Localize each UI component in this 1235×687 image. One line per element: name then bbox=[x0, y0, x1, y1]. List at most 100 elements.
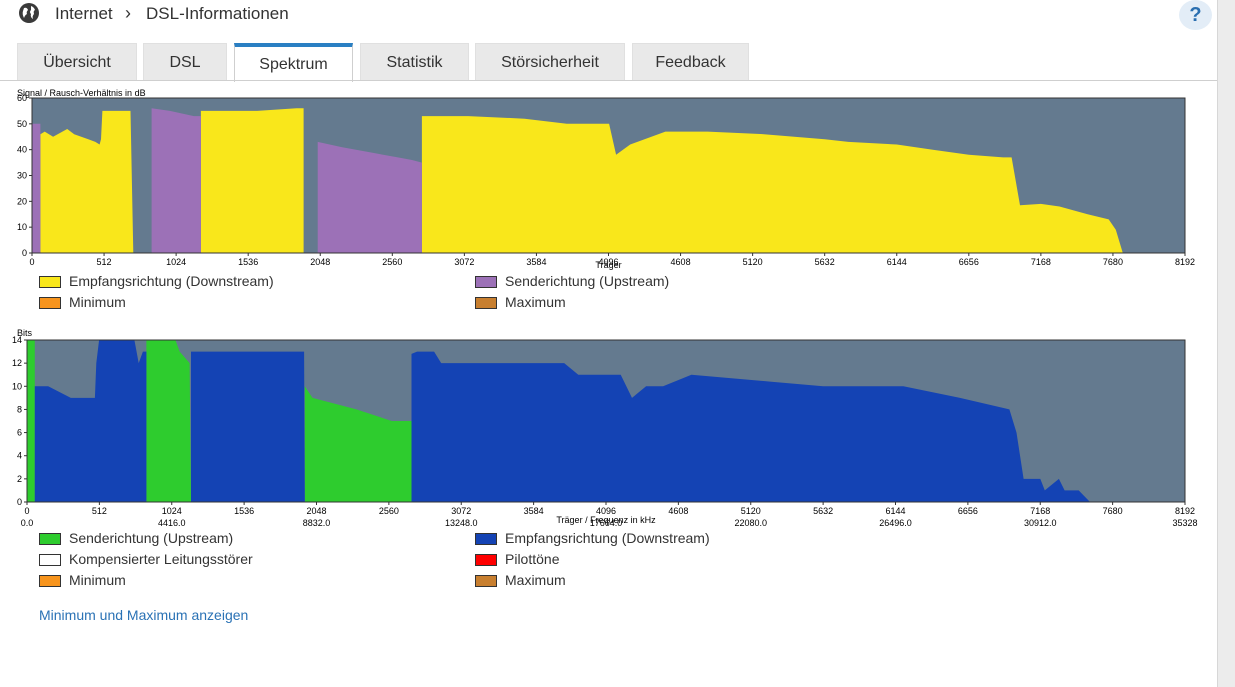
chart-title: Signal / Rausch-Verhältnis in dB bbox=[17, 88, 146, 98]
x-tick-label: 0 bbox=[24, 506, 29, 516]
freq-tick-label: 35328 bbox=[1172, 518, 1197, 528]
x-tick-label: 512 bbox=[97, 257, 112, 267]
y-tick-label: 40 bbox=[17, 145, 27, 155]
tab-spektrum[interactable]: Spektrum bbox=[234, 43, 353, 82]
series-area bbox=[151, 108, 201, 253]
x-axis-label: Träger / Frequenz in kHz bbox=[556, 515, 656, 525]
show-minmax-link[interactable]: Minimum und Maximum anzeigen bbox=[39, 607, 249, 623]
x-tick-label: 5120 bbox=[741, 506, 761, 516]
x-tick-label: 4096 bbox=[598, 257, 618, 267]
x-tick-label: 7680 bbox=[1103, 506, 1123, 516]
x-axis-label: Träger bbox=[595, 260, 621, 270]
page-edge bbox=[1217, 0, 1235, 687]
series-area bbox=[317, 141, 422, 253]
x-tick-label: 3072 bbox=[454, 257, 474, 267]
y-tick-label: 4 bbox=[17, 451, 22, 461]
x-tick-label: 1536 bbox=[238, 257, 258, 267]
chart-title: Bits bbox=[17, 328, 33, 338]
freq-tick-label: 17664.0 bbox=[590, 518, 623, 528]
legend-label: Kompensierter Leitungsstörer bbox=[69, 551, 253, 567]
globe-icon bbox=[19, 3, 39, 23]
legend-swatch bbox=[39, 554, 61, 567]
x-tick-label: 2560 bbox=[379, 506, 399, 516]
series-area bbox=[40, 110, 134, 254]
chevron-right-icon: › bbox=[125, 3, 131, 23]
legend-maximum: Maximum bbox=[475, 572, 566, 588]
legend-downstream: Empfangsrichtung (Downstream) bbox=[39, 273, 274, 289]
legend-upstream: Senderichtung (Upstream) bbox=[475, 273, 669, 289]
series-area bbox=[411, 351, 1090, 502]
y-tick-label: 2 bbox=[17, 474, 22, 484]
x-tick-label: 6144 bbox=[887, 257, 907, 267]
x-tick-label: 6656 bbox=[959, 257, 979, 267]
help-button[interactable]: ? bbox=[1179, 0, 1212, 30]
y-tick-label: 0 bbox=[22, 248, 27, 258]
legend-swatch bbox=[475, 533, 497, 546]
x-tick-label: 8192 bbox=[1175, 257, 1195, 267]
legend-swatch bbox=[475, 276, 497, 289]
breadcrumb-internet[interactable]: Internet bbox=[55, 4, 113, 23]
x-tick-label: 3584 bbox=[526, 257, 546, 267]
x-tick-label: 5632 bbox=[815, 257, 835, 267]
y-tick-label: 10 bbox=[12, 381, 22, 391]
x-tick-label: 4096 bbox=[596, 506, 616, 516]
legend-upstream: Senderichtung (Upstream) bbox=[39, 530, 233, 546]
legend-label: Minimum bbox=[69, 572, 126, 588]
y-tick-label: 20 bbox=[17, 196, 27, 206]
legend-label: Maximum bbox=[505, 294, 566, 310]
y-tick-label: 0 bbox=[17, 497, 22, 507]
legend-label: Empfangsrichtung (Downstream) bbox=[69, 273, 274, 289]
tab-statistik[interactable]: Statistik bbox=[360, 43, 469, 80]
legend-swatch bbox=[475, 297, 497, 310]
x-tick-label: 512 bbox=[92, 506, 107, 516]
x-tick-label: 3584 bbox=[524, 506, 544, 516]
legend-swatch bbox=[39, 575, 61, 588]
y-tick-label: 12 bbox=[12, 358, 22, 368]
x-tick-label: 4608 bbox=[671, 257, 691, 267]
legend-swatch bbox=[39, 297, 61, 310]
tab-feedback[interactable]: Feedback bbox=[632, 43, 749, 80]
x-tick-label: 0 bbox=[29, 257, 34, 267]
y-tick-label: 8 bbox=[17, 404, 22, 414]
legend-maximum: Maximum bbox=[475, 294, 566, 310]
series-area bbox=[421, 116, 1123, 253]
series-area bbox=[304, 386, 412, 502]
series-area bbox=[34, 340, 147, 502]
y-tick-label: 6 bbox=[17, 428, 22, 438]
tab-stoersicherheit[interactable]: Störsicherheit bbox=[475, 43, 625, 80]
tab-dsl[interactable]: DSL bbox=[143, 43, 227, 80]
x-tick-label: 2560 bbox=[382, 257, 402, 267]
breadcrumb: Internet › DSL-Informationen ? bbox=[18, 0, 1213, 30]
freq-tick-label: 0.0 bbox=[21, 518, 34, 528]
x-tick-label: 1536 bbox=[234, 506, 254, 516]
freq-tick-label: 30912.0 bbox=[1024, 518, 1057, 528]
page-title: DSL-Informationen bbox=[146, 4, 289, 23]
x-tick-label: 5632 bbox=[813, 506, 833, 516]
freq-tick-label: 26496.0 bbox=[879, 518, 912, 528]
legend-swatch bbox=[475, 554, 497, 567]
legend-label: Pilottöne bbox=[505, 551, 560, 567]
tab-divider bbox=[0, 80, 1217, 81]
x-tick-label: 6656 bbox=[958, 506, 978, 516]
legend-label: Empfangsrichtung (Downstream) bbox=[505, 530, 710, 546]
series-area bbox=[146, 340, 191, 502]
series-area bbox=[27, 340, 35, 502]
legend-swatch bbox=[39, 533, 61, 546]
legend-minimum: Minimum bbox=[39, 294, 126, 310]
x-tick-label: 7168 bbox=[1030, 506, 1050, 516]
legend-swatch bbox=[475, 575, 497, 588]
x-tick-label: 1024 bbox=[166, 257, 186, 267]
x-tick-label: 7168 bbox=[1031, 257, 1051, 267]
tab-uebersicht[interactable]: Übersicht bbox=[17, 43, 137, 80]
freq-tick-label: 13248.0 bbox=[445, 518, 478, 528]
legend-downstream: Empfangsrichtung (Downstream) bbox=[475, 530, 710, 546]
x-tick-label: 2048 bbox=[306, 506, 326, 516]
legend-label: Minimum bbox=[69, 294, 126, 310]
series-area bbox=[191, 351, 305, 502]
y-tick-label: 50 bbox=[17, 119, 27, 129]
series-area bbox=[200, 108, 304, 253]
freq-tick-label: 8832.0 bbox=[303, 518, 331, 528]
legend-compensated: Kompensierter Leitungsstörer bbox=[39, 551, 253, 567]
y-tick-label: 14 bbox=[12, 335, 22, 345]
